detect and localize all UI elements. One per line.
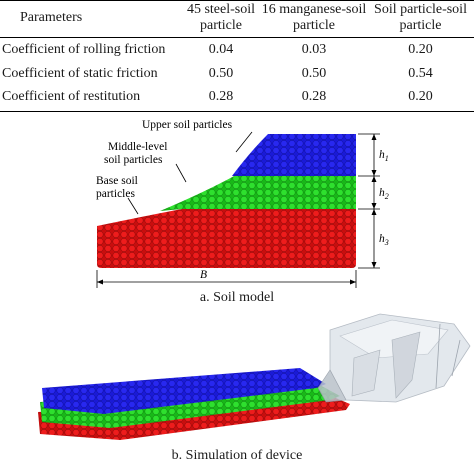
base-label-leader (127, 197, 139, 215)
header-soil-particle: Soil particle-soil particle (374, 2, 467, 33)
upper-label-leader (235, 131, 253, 153)
upper-soil-layer (232, 134, 356, 176)
row-static-steel: 0.50 (208, 66, 234, 81)
base-label-line1: Base soil (96, 175, 138, 187)
table-bottom-rule (0, 111, 474, 112)
row-rolling-manganese: 0.03 (301, 42, 327, 57)
row-rolling-steel: 0.04 (208, 42, 234, 57)
row-static-soil: 0.54 (408, 66, 433, 81)
table-top-rule (0, 0, 474, 1)
middle-label-leader (175, 163, 187, 183)
h2-label: h2 (379, 187, 389, 201)
header-45-steel: 45 steel-soil particle (186, 2, 256, 33)
header-parameters: Parameters (20, 10, 83, 25)
h3-label: h3 (379, 233, 389, 247)
row-label-rolling: Coefficient of rolling friction (2, 42, 166, 57)
header-16-manganese: 16 manganese-soil particle (261, 2, 367, 33)
figure-a-caption: a. Soil model (199, 290, 275, 305)
middle-soil-layer (160, 175, 356, 211)
soil-model-figure: Upper soil particles Middle-level soil p… (96, 119, 389, 288)
h1-label: h1 (379, 149, 389, 163)
row-restitution-soil: 0.20 (408, 89, 433, 104)
table-header-rule (0, 37, 474, 38)
row-label-restitution: Coefficient of restitution (2, 89, 141, 104)
device-simulation-figure (38, 313, 471, 440)
row-rolling-soil: 0.20 (408, 42, 433, 57)
sim-upper-layer (42, 368, 326, 414)
upper-label: Upper soil particles (142, 119, 233, 131)
tillage-device (317, 313, 471, 403)
figure-b-caption: b. Simulation of device (171, 448, 303, 463)
middle-label-line2: soil particles (104, 154, 163, 166)
row-static-manganese: 0.50 (301, 66, 327, 81)
width-label: B (200, 269, 207, 281)
sim-middle-layer (40, 384, 340, 428)
base-soil-layer (97, 209, 356, 268)
row-restitution-steel: 0.28 (208, 89, 234, 104)
base-label-line2: particles (96, 188, 135, 200)
row-label-static: Coefficient of static friction (2, 66, 158, 81)
row-restitution-manganese: 0.28 (301, 89, 327, 104)
middle-label-line1: Middle-level (108, 141, 167, 153)
